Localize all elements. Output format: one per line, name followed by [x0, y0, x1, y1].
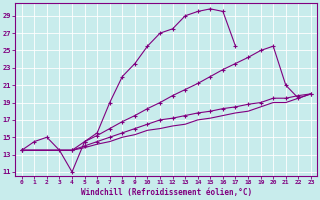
X-axis label: Windchill (Refroidissement éolien,°C): Windchill (Refroidissement éolien,°C) [81, 188, 252, 197]
